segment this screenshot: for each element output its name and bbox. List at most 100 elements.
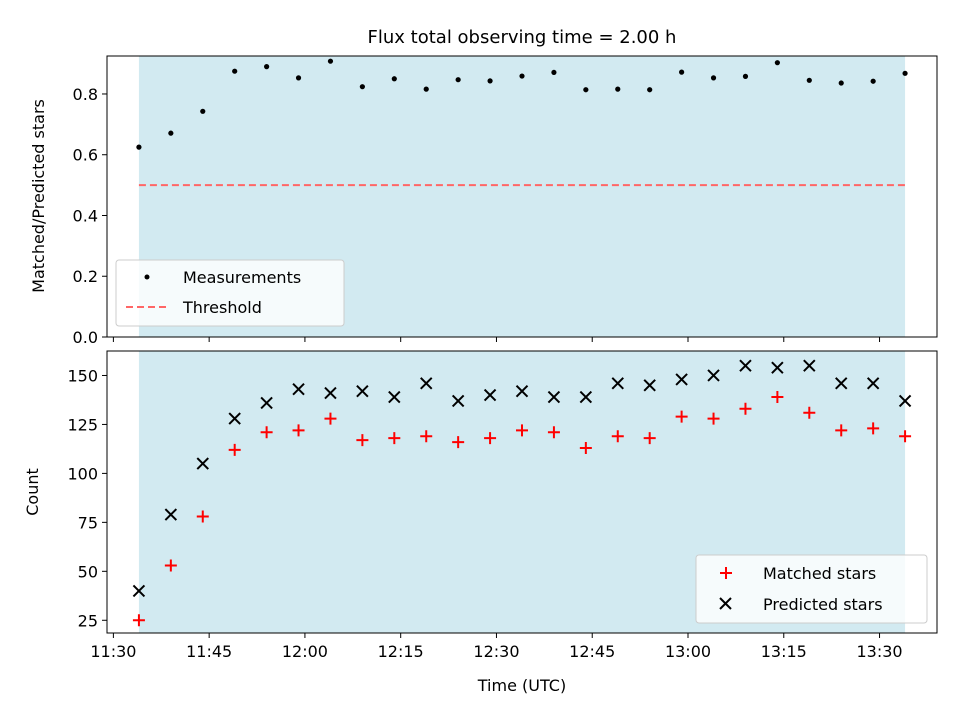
matched-star-point xyxy=(675,410,688,423)
x-tick-label: 13:00 xyxy=(665,642,711,661)
measurement-point xyxy=(264,64,270,70)
matched-star-point xyxy=(132,614,145,627)
count-plot-frame xyxy=(106,350,938,634)
matched-star-point xyxy=(707,412,720,425)
matched-star-point xyxy=(164,559,177,572)
predicted-star-point xyxy=(803,359,816,372)
matched-star-point xyxy=(611,430,624,443)
measurement-point xyxy=(295,75,302,81)
count-y-tick-label: 100 xyxy=(67,464,98,483)
predicted-star-point xyxy=(132,584,146,598)
matched-star-point xyxy=(292,424,305,437)
measurement-point xyxy=(902,70,908,76)
ratio-legend: Measurements Threshold xyxy=(115,259,345,327)
matched-star-point xyxy=(643,432,656,445)
measurement-point xyxy=(710,75,717,81)
matched-star-point xyxy=(228,443,241,456)
figure-title: Flux total observing time = 2.00 h xyxy=(368,27,677,48)
x-tick-label: 13:15 xyxy=(761,642,807,661)
matched-star-point xyxy=(484,432,497,445)
predicted-star-point xyxy=(515,384,529,398)
ratio-y-tick-label: 0.0 xyxy=(73,328,98,347)
matched-star-point xyxy=(739,402,752,415)
matched-star-point xyxy=(835,424,848,437)
matched-star-point xyxy=(452,436,465,449)
legend-measurements-label: Measurements xyxy=(183,268,301,287)
measurement-point xyxy=(519,73,525,79)
legend-measurements-marker xyxy=(144,274,150,280)
legend-predicted-marker xyxy=(719,597,732,610)
matched-star-point xyxy=(803,406,816,419)
matched-star-point xyxy=(260,426,273,439)
count-x-axis-label: Time (UTC) xyxy=(477,676,566,695)
measurement-point xyxy=(870,78,876,84)
measurement-point xyxy=(551,69,557,76)
x-tick-label: 12:45 xyxy=(569,642,615,661)
measurement-point xyxy=(806,77,812,83)
count-y-tick-label: 75 xyxy=(78,513,98,532)
predicted-star-point xyxy=(196,457,209,470)
matched-star-point xyxy=(867,422,880,435)
predicted-star-point xyxy=(420,377,433,390)
ratio-y-tick-label: 0.2 xyxy=(73,267,98,286)
ratio-y-axis-label: Matched/Predicted stars xyxy=(29,99,48,293)
matched-star-point xyxy=(420,430,433,443)
count-panel: 25 50 75 100 125 150 11:30 11:45 12:00 12:15 12:3… xyxy=(23,350,938,695)
predicted-star-point xyxy=(835,377,848,390)
ratio-y-tick-label: 0.8 xyxy=(73,85,98,104)
count-points xyxy=(132,359,912,627)
ratio-y-tick-label: 0.6 xyxy=(73,146,98,165)
measurement-point xyxy=(327,58,334,64)
predicted-star-point xyxy=(324,386,337,400)
predicted-star-point xyxy=(451,394,465,408)
measurement-point xyxy=(359,84,365,90)
matched-star-point xyxy=(356,434,369,447)
count-y-tick-label: 125 xyxy=(67,415,98,434)
x-tick-label: 11:45 xyxy=(186,642,232,661)
measurement-point xyxy=(136,144,142,150)
matched-star-point xyxy=(324,412,337,425)
matched-star-point xyxy=(547,426,560,439)
measurement-point xyxy=(583,87,589,93)
ratio-panel: 0.00.20.40.60.8 Matched/Predicted stars … xyxy=(29,55,938,347)
measurement-point xyxy=(423,86,429,92)
measurement-point xyxy=(774,60,780,66)
measurement-point xyxy=(742,73,749,79)
measurement-point xyxy=(647,87,653,93)
count-legend: Matched stars Predicted stars xyxy=(695,554,928,624)
x-tick-label: 12:30 xyxy=(473,642,519,661)
count-y-tick-label: 150 xyxy=(67,366,98,385)
predicted-star-point xyxy=(547,390,561,404)
count-y-axis-label: Count xyxy=(23,468,42,516)
predicted-star-point xyxy=(866,377,880,390)
matched-star-point xyxy=(388,432,401,445)
measurement-point xyxy=(487,78,493,84)
predicted-star-point xyxy=(898,394,912,408)
legend-threshold-label: Threshold xyxy=(182,298,262,317)
predicted-star-point xyxy=(707,369,720,382)
predicted-star-point xyxy=(771,361,784,374)
ratio-plot-frame xyxy=(106,55,938,338)
count-y-ticks: 25 50 75 100 125 150 xyxy=(67,366,107,630)
measurement-point xyxy=(615,86,621,92)
measurements-points xyxy=(136,58,908,150)
predicted-star-point xyxy=(164,508,178,521)
legend-matched-label: Matched stars xyxy=(763,564,876,583)
measurement-point xyxy=(679,69,685,75)
x-tick-label: 13:30 xyxy=(856,642,902,661)
predicted-star-point xyxy=(739,359,752,372)
ratio-legend-box xyxy=(115,259,345,327)
measurement-point xyxy=(455,77,461,83)
count-legend-box xyxy=(695,554,928,624)
ratio-x-ticks xyxy=(112,337,881,342)
predicted-star-point xyxy=(675,373,688,386)
legend-predicted-label: Predicted stars xyxy=(763,595,883,614)
matched-star-point xyxy=(579,441,592,454)
x-tick-label: 12:15 xyxy=(378,642,424,661)
predicted-star-point xyxy=(643,379,656,392)
predicted-star-point xyxy=(228,412,241,425)
x-tick-label: 11:30 xyxy=(90,642,136,661)
predicted-star-point xyxy=(388,390,401,404)
count-x-ticks: 11:30 11:45 12:00 12:15 12:30 12:45 13:00 13:15… xyxy=(90,633,903,661)
